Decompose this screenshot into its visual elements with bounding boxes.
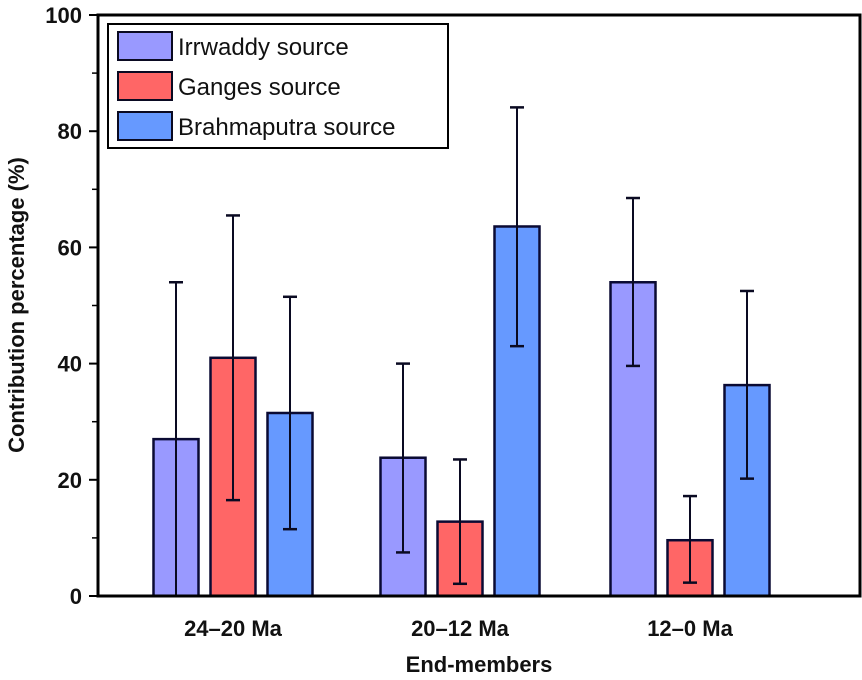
- legend: Irrwaddy source Ganges source Brahmaputra …: [107, 23, 449, 149]
- error-bars-layer: [169, 106, 754, 596]
- bars-layer: [152, 225, 771, 598]
- x-axis: 24–20 Ma 20–12 Ma 12–0 Ma: [184, 616, 733, 641]
- legend-label: Irrwaddy source: [178, 34, 349, 61]
- x-tick-label: 20–12 Ma: [411, 616, 510, 641]
- y-tick-label: 0: [70, 584, 82, 609]
- legend-swatch: [117, 31, 173, 61]
- y-tick-label: 60: [58, 235, 82, 260]
- y-axis: 0 20 40 60 80 100: [45, 3, 98, 609]
- y-tick-label: 100: [45, 3, 82, 28]
- x-axis-title: End-members: [406, 652, 553, 677]
- legend-label: Brahmaputra source: [178, 114, 395, 141]
- legend-swatch: [117, 71, 173, 101]
- x-tick-label: 12–0 Ma: [647, 616, 733, 641]
- legend-swatch: [117, 111, 173, 141]
- legend-label: Ganges source: [178, 74, 341, 101]
- x-tick-label: 24–20 Ma: [184, 616, 283, 641]
- y-tick-label: 40: [58, 352, 82, 377]
- y-axis-title: Contribution percentage (%): [4, 157, 29, 453]
- y-tick-label: 80: [58, 119, 82, 144]
- y-tick-label: 20: [58, 468, 82, 493]
